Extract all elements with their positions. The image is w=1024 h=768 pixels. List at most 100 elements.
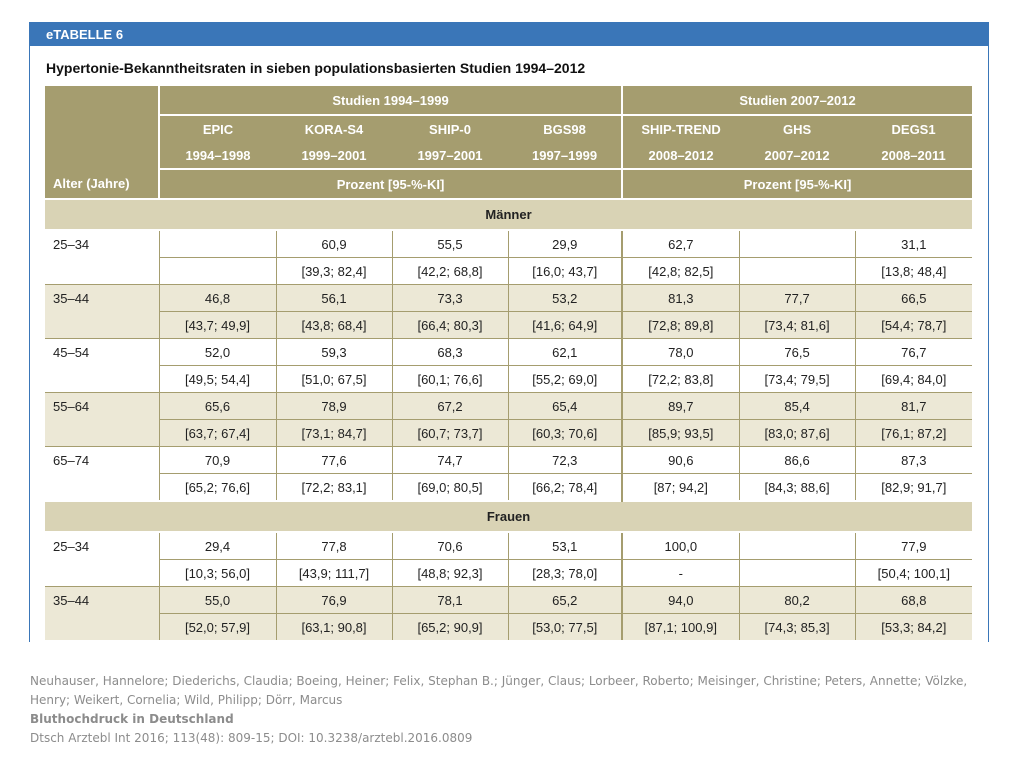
confidence-interval-cell: [69,0; 80,5] bbox=[391, 473, 508, 501]
confidence-interval-cell: [16,0; 43,7] bbox=[507, 257, 623, 285]
study-name: DEGS1 bbox=[855, 115, 973, 142]
rate-value-cell: 85,4 bbox=[738, 392, 856, 420]
rate-value-cell: 94,0 bbox=[621, 586, 740, 614]
confidence-interval-cell: [66,2; 78,4] bbox=[507, 473, 623, 501]
rate-value-cell: 87,3 bbox=[854, 446, 973, 474]
rate-value-cell: 70,6 bbox=[391, 531, 508, 560]
rate-value-cell: 66,5 bbox=[854, 284, 973, 312]
rate-value-cell: 81,3 bbox=[621, 284, 740, 312]
table-row: 25–34 60,9 55,5 29,9 62,7 31,1 bbox=[45, 229, 973, 285]
confidence-interval-cell: [52,0; 57,9] bbox=[158, 613, 276, 640]
rate-value-cell: 56,1 bbox=[275, 284, 392, 312]
study-years: 1997–1999 bbox=[508, 142, 624, 170]
confidence-interval-cell: [63,7; 67,4] bbox=[158, 419, 276, 447]
confidence-interval-cell: [73,4; 81,6] bbox=[738, 311, 856, 339]
confidence-interval-cell bbox=[158, 257, 276, 285]
unit-label-1994-1999: Prozent [95-%-KI] bbox=[159, 169, 624, 199]
confidence-interval-cell: [69,4; 84,0] bbox=[854, 365, 973, 393]
table-row: [65,2; 76,6] [72,2; 83,1] [69,0; 80,5] [66,… bbox=[45, 473, 973, 501]
table-row: 55–64 65,6 78,9 67,2 65,4 89,7 85,4 81,7 bbox=[45, 392, 973, 447]
rate-value-cell: 77,6 bbox=[275, 446, 392, 474]
rate-value-cell: 80,2 bbox=[738, 586, 856, 614]
confidence-interval-cell: [60,1; 76,6] bbox=[391, 365, 508, 393]
confidence-interval-cell: [65,2; 76,6] bbox=[158, 473, 276, 501]
rate-value-cell: 65,4 bbox=[507, 392, 623, 420]
rate-value-cell: 29,4 bbox=[158, 531, 276, 560]
rate-value-cell: 76,7 bbox=[854, 338, 973, 366]
confidence-interval-cell: [43,9; 111,7] bbox=[275, 559, 392, 587]
confidence-interval-cell: [41,6; 64,9] bbox=[507, 311, 623, 339]
citation-authors: Neuhauser, Hannelore; Diederichs, Claudi… bbox=[30, 674, 968, 707]
section-row: Männer bbox=[45, 198, 973, 231]
table-row: 35–44 46,8 56,1 73,3 53,2 81,3 77,7 66,5 bbox=[45, 284, 973, 339]
table-row: 25–34 29,4 77,8 70,6 53,1 100,0 77,9 bbox=[45, 531, 973, 587]
rate-value-cell: 90,6 bbox=[621, 446, 740, 474]
group-header-2007-2012: Studien 2007–2012 bbox=[622, 86, 973, 116]
confidence-interval-cell: [83,0; 87,6] bbox=[738, 419, 856, 447]
study-name: BGS98 bbox=[508, 115, 624, 142]
confidence-interval-cell: [87; 94,2] bbox=[621, 473, 740, 501]
rate-value-cell bbox=[738, 229, 856, 258]
rate-value-cell: 52,0 bbox=[158, 338, 276, 366]
study-years: 2007–2012 bbox=[739, 142, 856, 170]
study-name: EPIC bbox=[159, 115, 276, 142]
confidence-interval-cell: [43,7; 49,9] bbox=[158, 311, 276, 339]
unit-label-2007-2012: Prozent [95-%-KI] bbox=[622, 169, 973, 199]
rate-value-cell: 59,3 bbox=[275, 338, 392, 366]
citation-title: Bluthochdruck in Deutschland bbox=[30, 712, 234, 726]
confidence-interval-cell: [60,7; 73,7] bbox=[391, 419, 508, 447]
confidence-interval-cell: [74,3; 85,3] bbox=[738, 613, 856, 640]
study-years: 1999–2001 bbox=[276, 142, 392, 170]
citation-source: Dtsch Arztebl Int 2016; 113(48): 809-15;… bbox=[30, 731, 473, 745]
table-row: [52,0; 57,9] [63,1; 90,8] [65,2; 90,9] [53,… bbox=[45, 613, 973, 640]
rate-value-cell bbox=[738, 531, 856, 560]
confidence-interval-cell: [72,8; 89,8] bbox=[621, 311, 740, 339]
table-row: [43,7; 49,9] [43,8; 68,4] [66,4; 80,3] [41,… bbox=[45, 311, 973, 339]
table-row: 65–74 70,9 77,6 74,7 72,3 90,6 86,6 87,3 bbox=[45, 446, 973, 501]
rate-value-cell: 77,9 bbox=[854, 531, 973, 560]
rate-value-cell: 55,0 bbox=[158, 586, 276, 614]
confidence-interval-cell: [53,0; 77,5] bbox=[507, 613, 623, 640]
age-group-cell: 55–64 bbox=[45, 392, 159, 447]
rate-value-cell: 76,9 bbox=[275, 586, 392, 614]
age-group-cell: 25–34 bbox=[45, 531, 159, 587]
study-years: 1997–2001 bbox=[392, 142, 508, 170]
confidence-interval-cell: [73,1; 84,7] bbox=[275, 419, 392, 447]
table-row: [39,3; 82,4] [42,2; 68,8] [16,0; 43,7] [42,… bbox=[45, 257, 973, 285]
rate-value-cell: 74,7 bbox=[391, 446, 508, 474]
rate-value-cell: 62,7 bbox=[621, 229, 740, 258]
rate-value-cell: 65,6 bbox=[158, 392, 276, 420]
confidence-interval-cell: [76,1; 87,2] bbox=[854, 419, 973, 447]
rate-value-cell: 53,2 bbox=[507, 284, 623, 312]
group-header-1994-1999: Studien 1994–1999 bbox=[159, 86, 624, 116]
confidence-interval-cell: [42,2; 68,8] bbox=[391, 257, 508, 285]
confidence-interval-cell: [73,4; 79,5] bbox=[738, 365, 856, 393]
rate-value-cell: 100,0 bbox=[621, 531, 740, 560]
study-name: SHIP-TREND bbox=[622, 115, 740, 142]
rate-value-cell: 55,5 bbox=[391, 229, 508, 258]
rate-value-cell: 68,8 bbox=[854, 586, 973, 614]
confidence-interval-cell: [43,8; 68,4] bbox=[275, 311, 392, 339]
rate-value-cell: 31,1 bbox=[854, 229, 973, 258]
hypertension-awareness-table: Alter (Jahre) Studien 1994–1999 Studien … bbox=[45, 86, 973, 640]
citation: Neuhauser, Hannelore; Diederichs, Claudi… bbox=[30, 672, 990, 748]
section-label: Männer bbox=[45, 198, 973, 231]
confidence-interval-cell: [54,4; 78,7] bbox=[854, 311, 973, 339]
table-number-bar: eTABELLE 6 bbox=[30, 22, 988, 46]
rate-value-cell: 86,6 bbox=[738, 446, 856, 474]
table-figure: eTABELLE 6 Hypertonie-Bekanntheitsraten … bbox=[29, 22, 989, 642]
study-name: KORA-S4 bbox=[276, 115, 392, 142]
study-name: GHS bbox=[739, 115, 856, 142]
confidence-interval-cell: [28,3; 78,0] bbox=[507, 559, 623, 587]
study-years: 2008–2011 bbox=[855, 142, 973, 170]
table-row: [10,3; 56,0] [43,9; 111,7] [48,8; 92,3] [28… bbox=[45, 559, 973, 587]
age-group-cell: 45–54 bbox=[45, 338, 159, 393]
confidence-interval-cell: [72,2; 83,1] bbox=[275, 473, 392, 501]
confidence-interval-cell: [10,3; 56,0] bbox=[158, 559, 276, 587]
confidence-interval-cell: [65,2; 90,9] bbox=[391, 613, 508, 640]
confidence-interval-cell: [50,4; 100,1] bbox=[854, 559, 973, 587]
confidence-interval-cell: [72,2; 83,8] bbox=[621, 365, 740, 393]
rate-value-cell: 78,0 bbox=[621, 338, 740, 366]
confidence-interval-cell: [39,3; 82,4] bbox=[275, 257, 392, 285]
confidence-interval-cell: [82,9; 91,7] bbox=[854, 473, 973, 501]
